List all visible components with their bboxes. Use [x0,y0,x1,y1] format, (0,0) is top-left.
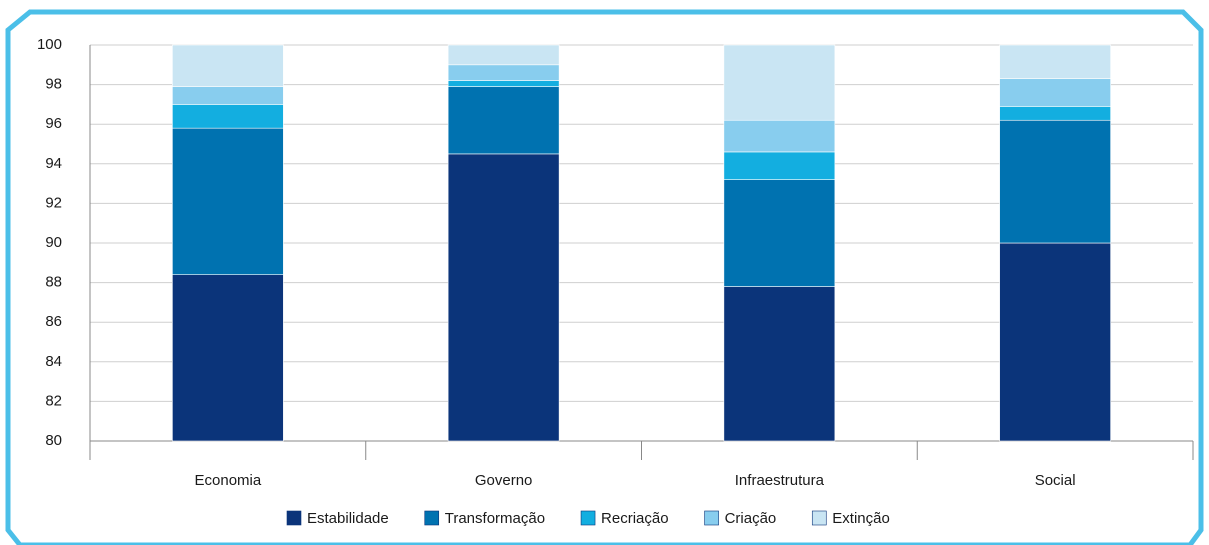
bar-segment [447,80,560,87]
legend-label: Extinção [832,510,890,527]
bar-segment [723,151,836,180]
x-tick-label: Economia [195,472,262,489]
y-tick-label: 86 [45,313,62,330]
legend-label: Recriação [601,510,669,527]
bar-segment [999,78,1111,107]
bar-segment [172,274,284,442]
y-tick-label: 88 [45,274,62,291]
bar-segment [723,286,836,442]
legend-label: Criação [725,510,777,527]
y-tick-label: 82 [45,392,62,409]
frame [5,9,1204,545]
bar-segment [723,44,836,121]
legend-swatch [704,510,719,526]
bar-segment [999,119,1111,244]
y-tick-label: 92 [45,194,62,211]
y-tick-label: 100 [37,36,62,53]
y-tick-label: 80 [45,432,62,449]
x-tick-label: Governo [475,472,533,489]
bar-segment [723,119,836,153]
bar-segment [999,106,1111,121]
legend-label: Estabilidade [307,510,389,527]
bar-segment [447,86,560,155]
legend-swatch [424,510,440,526]
bar-segment [447,153,560,442]
legend-swatch [580,510,596,526]
bar-segment [172,104,284,129]
bar-segment [999,44,1111,79]
bar-segment [447,64,560,81]
y-tick-label: 98 [45,76,62,93]
x-tick-label: Social [1035,472,1076,489]
y-tick-label: 96 [45,115,62,132]
legend-swatch [286,510,302,526]
bar-segment [172,44,284,87]
bar-segment [723,179,836,287]
bar-segment [172,86,284,105]
legend-swatch [811,510,827,526]
y-tick-label: 84 [45,353,62,370]
x-tick-label: Infraestrutura [735,472,825,489]
legend-label: Transformação [445,510,545,527]
bar-segment [999,242,1111,442]
bar-segment [447,44,560,66]
y-tick-label: 94 [45,155,62,172]
y-tick-label: 90 [45,234,62,251]
bar-segment [172,127,284,275]
